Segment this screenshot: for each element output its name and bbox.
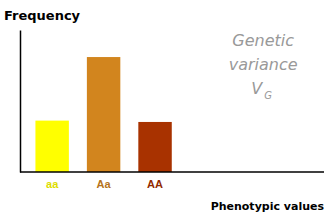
annotation-text: variance: [229, 55, 298, 74]
bars: [35, 57, 171, 172]
tick-label: aa: [46, 178, 59, 190]
tick-label: AA: [147, 178, 163, 190]
bar: [138, 122, 171, 172]
annotation-text: V: [251, 79, 263, 98]
x-axis: aa Aa AA: [20, 172, 324, 190]
tick: aa: [46, 172, 59, 190]
tick: Aa: [97, 172, 112, 190]
y-axis-line: [20, 31, 22, 173]
annotation-text: Genetic: [232, 31, 294, 50]
y-axis: [20, 31, 21, 173]
tick: AA: [147, 172, 163, 190]
annotation-subscript: G: [264, 90, 272, 101]
bar: [87, 57, 120, 172]
chart: aa Aa AA Frequency Phenotypic values Genetic v…: [0, 0, 334, 218]
bar: [35, 121, 68, 172]
x-axis-title: Phenotypic values: [211, 200, 325, 213]
y-axis-title: Frequency: [4, 8, 81, 23]
plot: aa Aa AA: [20, 31, 324, 190]
x-axis-line: [20, 171, 324, 173]
tick-label: Aa: [97, 178, 112, 190]
annotation: Genetic variance VG: [229, 31, 298, 101]
